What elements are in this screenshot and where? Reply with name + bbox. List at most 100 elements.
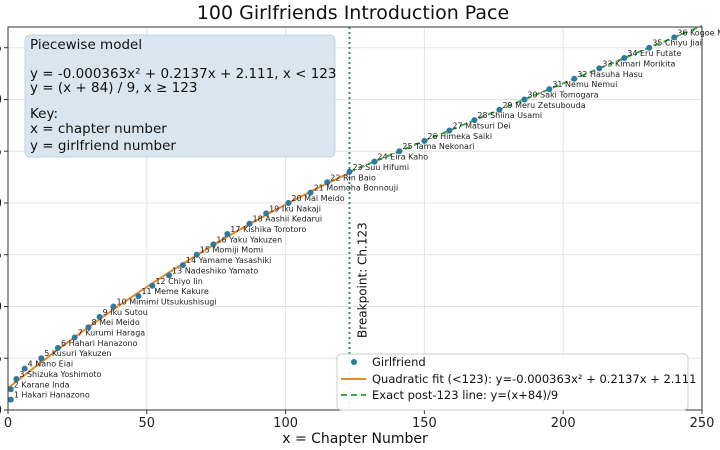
legend-box: [336, 353, 689, 411]
girlfriend-point: [571, 75, 578, 82]
girlfriend-point: [671, 34, 678, 41]
girlfriend-point: [596, 65, 603, 72]
girlfriend-label: 32 Hasuha Hasu: [577, 70, 643, 79]
model-box-line: y = (x + 84) / 9, x ≥ 123: [30, 80, 197, 96]
model-box-line: x = chapter number: [30, 121, 167, 137]
y-tick-label-35: 35: [0, 41, 2, 56]
girlfriend-point: [71, 334, 78, 341]
girlfriend-label: 20 Mai Meido: [291, 194, 344, 203]
girlfriend-point: [371, 158, 378, 165]
girlfriend-label: 14 Yamame Yasashiki: [186, 256, 271, 265]
girlfriend-label: 31 Nemu Nemui: [552, 80, 617, 89]
y-tick-label-5: 5: [0, 352, 2, 367]
girlfriend-point: [38, 355, 45, 362]
girlfriend-label: 1 Hakari Hanazono: [14, 391, 90, 400]
model-box-line: y = -0.000363x² + 0.2137x + 2.111, x < 1…: [30, 66, 336, 82]
girlfriend-point: [135, 293, 142, 300]
girlfriend-label: 36 Kogoe M: [677, 28, 720, 37]
x-tick-label-0: 0: [4, 416, 12, 431]
x-tick-label-100: 100: [273, 416, 298, 431]
girlfriend-label: 9 Iku Sutou: [103, 308, 148, 317]
y-tick-label-0: 0: [0, 404, 2, 419]
model-box-background: [24, 34, 336, 158]
breakpoint-label: Breakpoint: Ch.123: [355, 222, 369, 338]
x-tick-label-150: 150: [412, 416, 437, 431]
girlfriend-point: [285, 199, 292, 206]
girlfriend-point: [307, 189, 314, 196]
y-tick-label-15: 15: [0, 248, 2, 263]
girlfriend-label: 29 Meru Zetsubouda: [502, 101, 585, 110]
girlfriend-point: [210, 241, 217, 248]
girlfriend-label: 6 Hahari Hanazono: [61, 339, 138, 348]
girlfriend-point: [246, 220, 253, 227]
girlfriend-point: [7, 396, 14, 403]
girlfriend-label: 8 Mei Meido: [92, 318, 140, 327]
girlfriend-point: [13, 375, 20, 382]
girlfriend-label: 18 Aashii Kedarui: [253, 215, 323, 224]
girlfriend-point: [193, 251, 200, 258]
y-tick-label-10: 10: [0, 300, 2, 315]
girlfriend-label: 3 Shizuka Yoshimoto: [19, 370, 101, 379]
girlfriend-point: [346, 168, 353, 175]
girlfriend-point: [21, 365, 28, 372]
girlfriend-label: 23 Suu Hifumi: [352, 163, 409, 172]
girlfriend-point: [421, 137, 428, 144]
model-box-line: Key:: [30, 106, 58, 122]
x-tick-label-50: 50: [139, 416, 156, 431]
girlfriend-point: [646, 44, 653, 51]
girlfriend-label: 13 Nadeshiko Yamato: [172, 266, 258, 275]
model-box-line: y = girlfriend number: [30, 138, 176, 154]
quadratic-fit-line: [7, 172, 350, 389]
girlfriend-point: [324, 179, 331, 186]
girlfriend-label: 26 Himeka Saiki: [427, 132, 492, 141]
girlfriend-point: [7, 386, 14, 393]
girlfriend-label: 5 Kusuri Yakuzen: [44, 349, 111, 358]
girlfriend-label: 34 Eru Futate: [627, 49, 681, 58]
y-tick-label-30: 30: [0, 93, 2, 108]
girlfriend-label: 24 Eira Kaho: [377, 153, 428, 162]
girlfriend-point: [471, 117, 478, 124]
y-tick-label-20: 20: [0, 196, 2, 211]
girlfriend-label: 17 Kishika Torotoro: [230, 225, 306, 234]
girlfriend-label: 25 Tama Nekonari: [402, 142, 474, 151]
girlfriend-label: 35 Chiyu Jiai: [652, 39, 702, 48]
x-tick-label-250: 250: [690, 416, 715, 431]
legend-label: Exact post-123 line: y=(x+84)/9: [372, 388, 558, 402]
girlfriend-label: 2 Karane Inda: [14, 380, 70, 389]
girlfriend-point: [621, 55, 628, 62]
model-box-line: Piecewise model: [30, 37, 142, 53]
girlfriend-label: 10 Mimimi Utsukushisugi: [116, 297, 216, 306]
girlfriend-label: 28 Shiina Usami: [477, 111, 542, 120]
girlfriend-point: [149, 282, 156, 289]
girlfriend-point: [166, 272, 173, 279]
legend: Girlfriend Quadratic fit (<123): y=-0.000…: [336, 353, 696, 411]
girlfriend-label: 19 Iku Nakaji: [269, 204, 321, 213]
x-tick-label-200: 200: [551, 416, 576, 431]
girlfriend-point: [546, 86, 553, 93]
girlfriend-label: 4 Nano Eiai: [28, 360, 73, 369]
girlfriend-point: [496, 106, 503, 113]
girlfriend-label: 16 Yaku Yakuzen: [216, 235, 282, 244]
girlfriend-label: 22 Rin Baio: [330, 173, 376, 182]
model-box: Piecewise model y = -0.000363x² + 0.2137x…: [24, 34, 336, 158]
girlfriend-point: [521, 96, 528, 103]
girlfriend-label: 11 Meme Kakure: [141, 287, 208, 296]
girlfriend-label: 33 Kimari Morikita: [602, 59, 675, 68]
girlfriend-label: 21 Momoha Bonnouji: [314, 184, 399, 193]
girlfriend-label: 27 Matsuri Dei: [452, 122, 510, 131]
girlfriend-point: [85, 324, 92, 331]
girlfriend-point: [396, 148, 403, 155]
girlfriend-label: 12 Chiyo Iin: [155, 277, 202, 286]
x-axis-label: x = Chapter Number: [282, 431, 428, 447]
legend-label: Quadratic fit (<123): y=-0.000363x² + 0.…: [372, 372, 696, 386]
girlfriend-point: [54, 344, 61, 351]
chart-title: 100 Girlfriends Introduction Pace: [197, 2, 509, 24]
girlfriend-label: 15 Momiji Momi: [200, 246, 263, 255]
legend-label: Girlfriend: [372, 355, 426, 369]
girlfriend-label: 30 Saki Tomogara: [527, 90, 598, 99]
girlfriend-point: [263, 210, 270, 217]
girlfriend-point: [110, 303, 117, 310]
legend-marker-girlfriend: [351, 359, 357, 365]
